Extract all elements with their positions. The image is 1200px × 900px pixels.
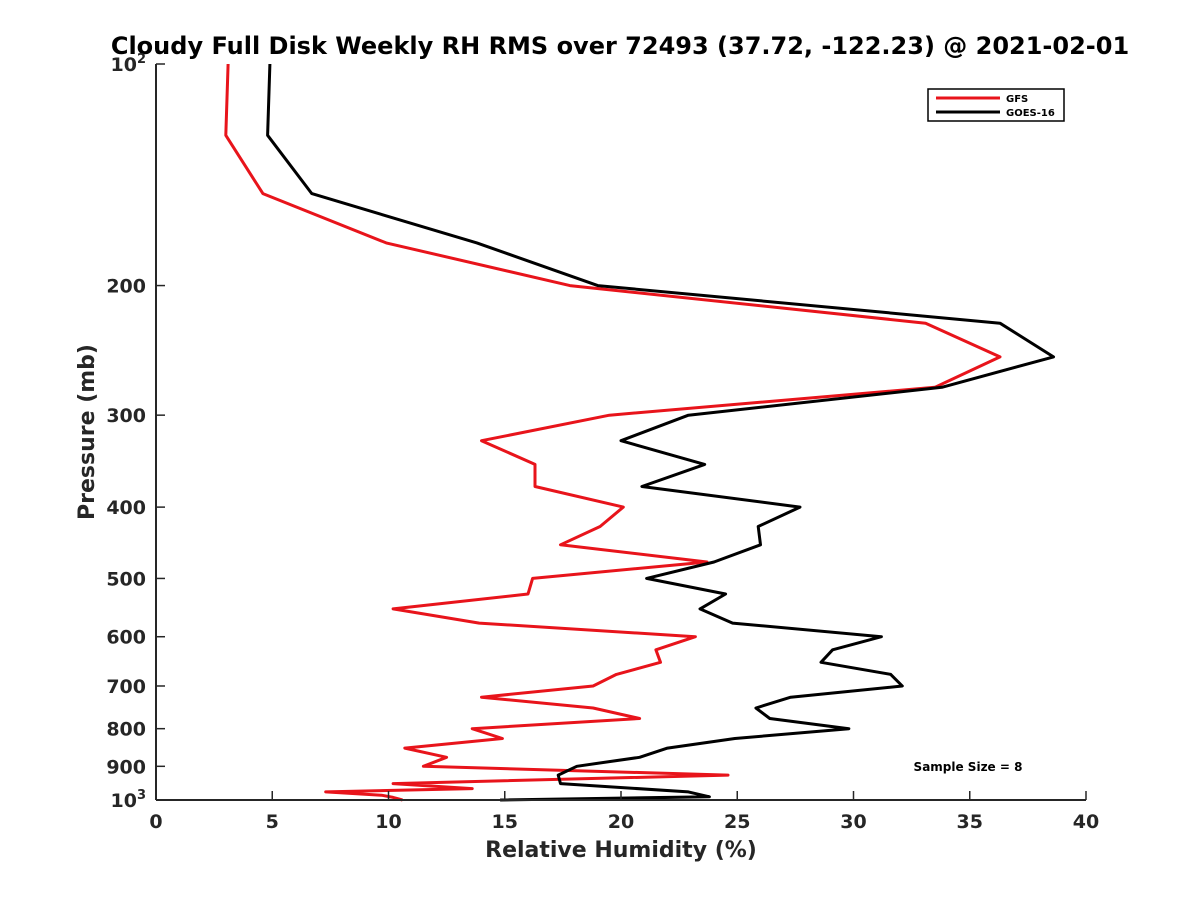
x-ticks: 0 5 10 15 20 25 30 35 40 <box>149 791 1099 833</box>
x-tick-label: 35 <box>957 811 983 833</box>
x-tick-label: 30 <box>840 811 866 833</box>
x-tick-label: 40 <box>1073 811 1099 833</box>
y-tick-label: 600 <box>106 627 146 649</box>
series-line-gfs <box>224 63 1002 802</box>
x-tick-label: 15 <box>492 811 518 833</box>
y-tick-label: 400 <box>106 497 146 519</box>
y-tick-label: 700 <box>106 676 146 698</box>
y-tick-label: 300 <box>106 405 146 427</box>
legend: GFS GOES-16 <box>927 88 1065 122</box>
series-line-goes16 <box>266 63 1055 802</box>
x-axis-label: Relative Humidity (%) <box>485 838 757 863</box>
y-tick-label: 900 <box>106 756 146 778</box>
legend-label-goes16: GOES-16 <box>1006 108 1055 119</box>
legend-label-gfs: GFS <box>1006 94 1028 105</box>
legend-box <box>927 88 1065 122</box>
x-tick-label: 20 <box>608 811 634 833</box>
x-tick-label: 5 <box>266 811 279 833</box>
chart-title: Cloudy Full Disk Weekly RH RMS over 7249… <box>111 32 1129 60</box>
y-tick-label: 500 <box>106 568 146 590</box>
x-tick-label: 0 <box>149 811 162 833</box>
y-tick-label: 800 <box>106 719 146 741</box>
y-ticks: 102 200 300 400 500 600 700 800 900 103 <box>106 52 165 812</box>
y-tick-label: 200 <box>106 276 146 298</box>
y-tick-label: 102 <box>111 52 147 76</box>
y-axis-label: Pressure (mb) <box>75 344 100 520</box>
sample-size-annotation: Sample Size = 8 <box>914 760 1023 774</box>
y-tick-label: 103 <box>111 788 147 812</box>
x-tick-label: 10 <box>375 811 401 833</box>
x-tick-label: 25 <box>724 811 750 833</box>
plot-lines <box>224 63 1055 802</box>
